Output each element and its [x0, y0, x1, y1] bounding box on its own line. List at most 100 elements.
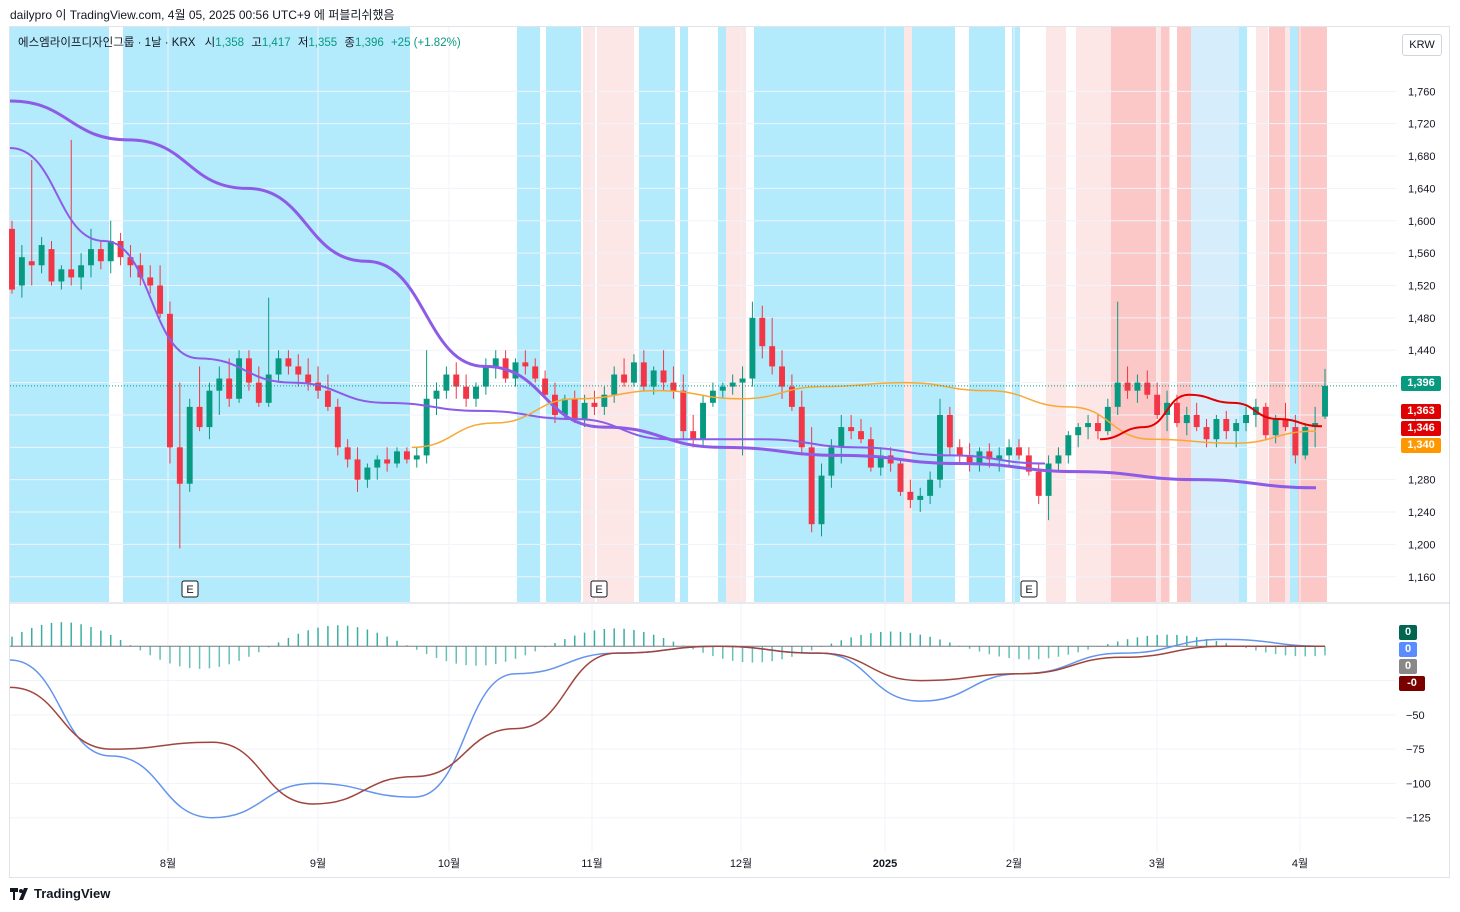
candle-body — [1203, 427, 1210, 440]
low-label: 저 — [297, 37, 309, 49]
time-tick-label: 9월 — [310, 857, 326, 870]
zone-band — [123, 27, 410, 602]
macd-line — [9, 638, 1326, 819]
price-tick-label: 1,520 — [1408, 281, 1436, 293]
candle-body — [97, 249, 104, 262]
candle-body — [453, 374, 460, 387]
candle-body — [28, 261, 35, 266]
candle-body — [1006, 447, 1013, 456]
candle-body — [591, 402, 598, 407]
earnings-marker-box — [181, 580, 199, 598]
candle-body — [907, 491, 914, 500]
earnings-marker-box — [590, 580, 608, 598]
price-tick-label: 1,200 — [1408, 539, 1436, 551]
macd-tick-label: −125 — [1406, 813, 1431, 825]
candle-body — [808, 447, 815, 525]
zone-band — [1290, 27, 1298, 602]
candle-body — [245, 358, 252, 383]
candle-body — [749, 317, 756, 379]
high-value: 1,417 — [261, 37, 291, 49]
macd-tick-label: −75 — [1406, 744, 1425, 756]
time-tick-label: 4월 — [1292, 857, 1308, 870]
zone-band — [969, 27, 1005, 602]
candle-body — [867, 439, 874, 468]
zone-band — [1111, 27, 1156, 602]
price-tick-label: 1,240 — [1408, 507, 1436, 519]
candle-body — [877, 455, 884, 468]
candle-body — [640, 362, 647, 387]
open-label: 시 — [204, 37, 216, 49]
symbol-legend[interactable]: 에스엠라이프디자인그룹 · 1날 · KRX 시1,358 고1,417 저1,… — [18, 34, 461, 50]
candle-body — [186, 406, 193, 484]
candle-body — [552, 394, 558, 415]
candle-body — [1292, 427, 1299, 456]
zone-band — [726, 27, 746, 602]
candle-body — [226, 378, 233, 399]
candle-body — [788, 386, 795, 407]
candle-body — [1016, 447, 1022, 456]
candle-body — [344, 447, 351, 460]
candle-body — [759, 317, 766, 347]
candle-body — [315, 382, 321, 391]
candle-body — [88, 249, 94, 266]
candle-body — [946, 414, 953, 448]
candle-body — [394, 451, 400, 464]
symbol-name: 에스엠라이프디자인그룹 · 1날 · KRX — [18, 37, 196, 49]
publish-info: dailypro 이 TradingView.com, 4월 05, 2025 … — [10, 8, 395, 22]
candle-body — [532, 366, 539, 379]
candle-body — [157, 285, 164, 314]
candle-body — [1223, 419, 1230, 432]
last-price-badge: 1,396 — [1401, 376, 1441, 391]
candle-body — [966, 455, 973, 464]
zone-band — [1012, 27, 1020, 602]
candle-body — [206, 390, 213, 428]
macd-badge-a: 0 — [1399, 625, 1417, 640]
earnings-marker[interactable]: E — [1020, 580, 1038, 598]
candle-body — [147, 277, 154, 286]
zone-band — [1191, 27, 1239, 602]
candle-body — [295, 366, 302, 375]
candle-body — [285, 358, 292, 367]
candle-body — [1124, 382, 1131, 391]
zone-band — [597, 27, 634, 602]
candle-body — [117, 241, 124, 258]
tradingview-logo[interactable]: TradingView — [10, 886, 110, 901]
candle-body — [650, 370, 657, 387]
candle-body — [137, 265, 144, 278]
candle-body — [739, 378, 746, 383]
moving-average-lines — [9, 99, 1323, 490]
zone-band — [1285, 27, 1290, 602]
open-value: 1,358 — [215, 37, 245, 49]
candle-body — [48, 249, 55, 282]
earnings-marker[interactable]: E — [590, 580, 608, 598]
candle-body — [1183, 414, 1190, 424]
axes: 1,1601,2001,2401,2801,3201,3601,4001,440… — [10, 86, 1450, 870]
candle-body — [729, 382, 736, 387]
candle-body — [255, 382, 262, 403]
price-tick-label: 1,280 — [1408, 475, 1436, 487]
candle-body — [927, 479, 934, 496]
price-tick-label: 1,440 — [1408, 345, 1436, 357]
candle-body — [1114, 382, 1121, 407]
time-tick-label: 11월 — [581, 857, 603, 870]
candle-body — [265, 374, 272, 403]
zone-band — [546, 27, 581, 602]
low-value: 1,355 — [308, 37, 338, 49]
candle-body — [1144, 382, 1151, 395]
price-tick-label: 1,640 — [1408, 183, 1436, 195]
currency-button[interactable]: KRW — [1402, 34, 1442, 56]
zone-band — [912, 27, 955, 602]
earnings-marker-label: E — [186, 584, 193, 596]
candle-body — [581, 402, 588, 419]
candle-body — [719, 386, 726, 391]
earnings-marker[interactable]: E — [181, 580, 199, 598]
candle-body — [917, 495, 924, 500]
candle-body — [1065, 435, 1072, 456]
candle-body — [1282, 419, 1289, 428]
candle-body — [275, 358, 282, 375]
macd-tick-label: −100 — [1406, 778, 1431, 790]
macd-badge-b: 0 — [1399, 642, 1417, 657]
candle-body — [1035, 471, 1042, 496]
candle-body — [68, 269, 75, 278]
